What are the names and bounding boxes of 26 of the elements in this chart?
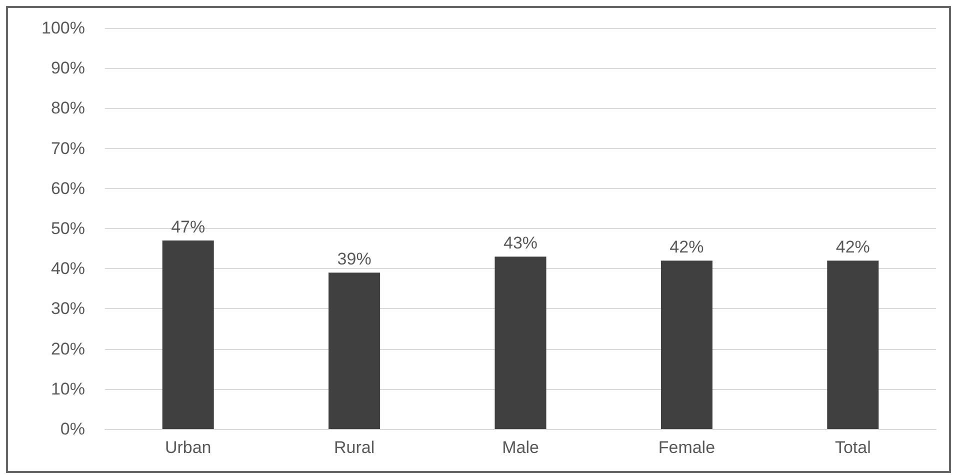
y-tick-label: 90% <box>50 58 85 78</box>
bar <box>328 272 380 429</box>
y-tick-label: 50% <box>50 219 85 238</box>
y-tick-label: 60% <box>50 178 85 198</box>
x-tick-label: Female <box>658 438 716 457</box>
y-tick-label: 80% <box>50 98 85 118</box>
y-tick-label: 30% <box>50 299 85 318</box>
data-label: 39% <box>337 250 372 269</box>
y-tick-label: 0% <box>60 420 85 438</box>
bar <box>660 260 712 429</box>
x-tick-label: Urban <box>164 438 212 457</box>
y-tick-label: 10% <box>50 379 85 398</box>
x-tick-label: Male <box>502 438 539 457</box>
y-tick-label: 20% <box>50 339 85 358</box>
bar <box>494 256 546 429</box>
x-tick-label: Total <box>834 438 871 457</box>
y-tick-label: 40% <box>50 259 85 278</box>
bar <box>162 240 214 429</box>
data-label: 43% <box>503 234 538 253</box>
y-tick-label: 70% <box>50 138 85 158</box>
data-label: 42% <box>836 238 870 257</box>
x-tick-label: Rural <box>334 438 375 457</box>
data-label: 42% <box>670 238 704 257</box>
y-tick-label: 100% <box>42 18 85 38</box>
data-label: 47% <box>171 218 206 237</box>
bar <box>827 260 879 429</box>
